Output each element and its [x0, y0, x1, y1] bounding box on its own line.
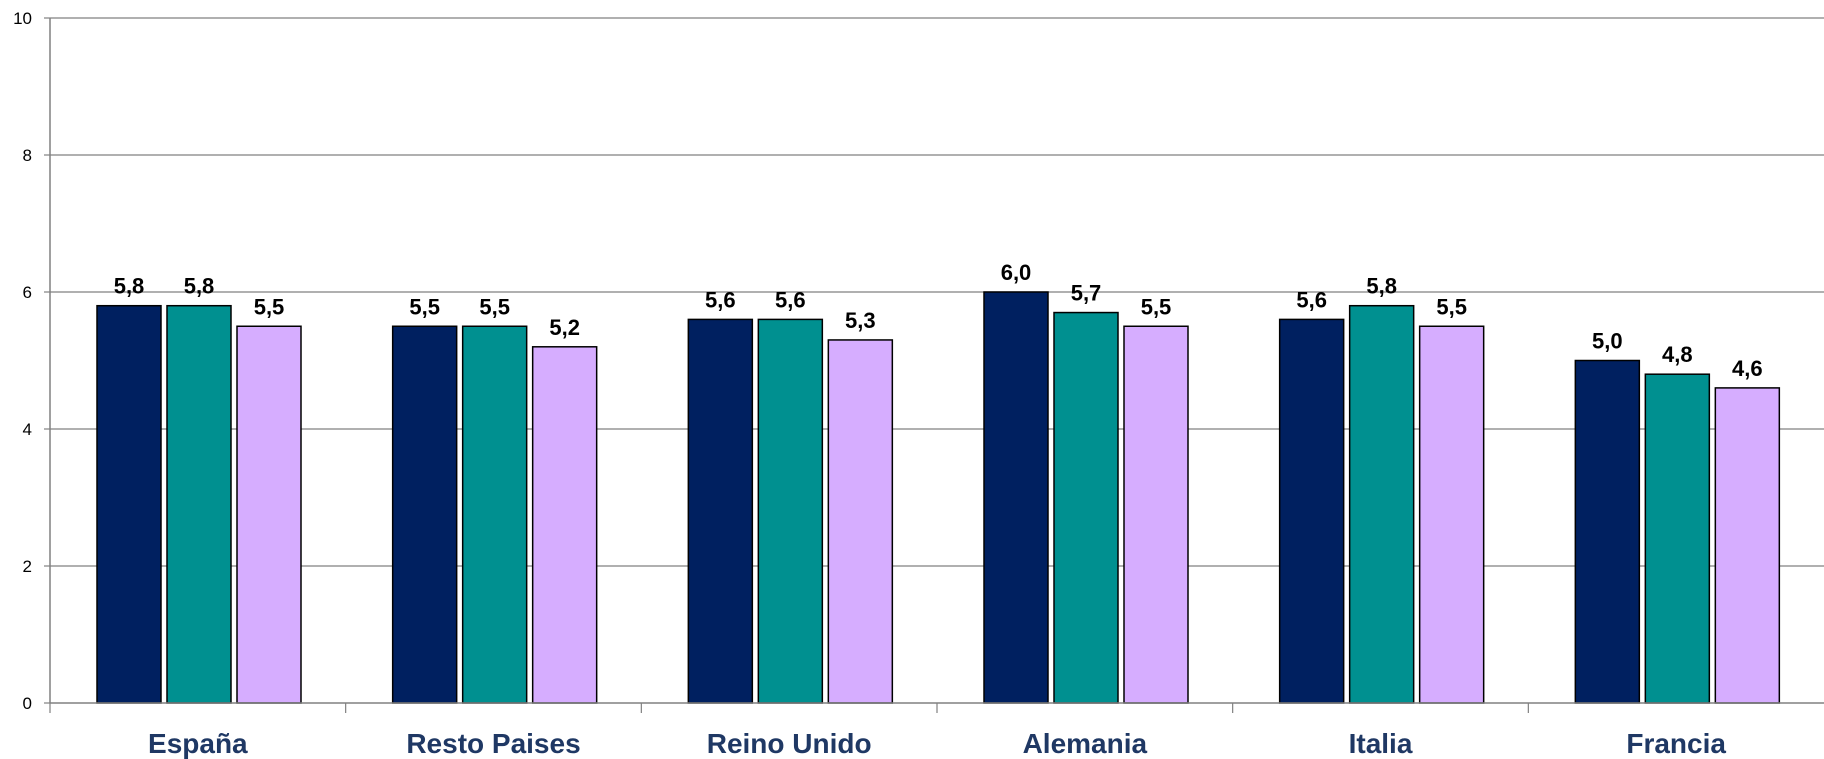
bar: [96, 304, 162, 704]
bar: [461, 325, 528, 704]
data-label: 5,6: [775, 287, 806, 312]
category-label: Francia: [1626, 728, 1726, 759]
data-label: 5,3: [845, 308, 876, 333]
data-label: 5,5: [1141, 294, 1172, 319]
bar: [1644, 373, 1711, 704]
bar: [166, 304, 232, 704]
data-labels: 5,8 5,8 5,5 5,5 5,5 5,2 5,6 5,6 5,3 6,0 5,7 5,5 5,6 5…: [114, 260, 1763, 381]
bar: [1053, 311, 1119, 704]
data-label: 5,5: [409, 294, 440, 319]
y-tick-label: 6: [23, 283, 32, 302]
gridlines: [50, 17, 1824, 567]
data-label: 5,8: [114, 274, 145, 299]
bar: [1278, 318, 1345, 704]
y-tick-label: 8: [23, 146, 32, 165]
bar: [531, 346, 598, 704]
bar: [687, 318, 754, 704]
data-label: 5,2: [549, 315, 580, 340]
category-label: Alemania: [1023, 728, 1148, 759]
category-label: España: [148, 728, 248, 759]
bar: [757, 318, 824, 704]
category-label: Italia: [1349, 728, 1413, 759]
data-label: 5,8: [1366, 274, 1397, 299]
y-tick-label: 2: [23, 557, 32, 576]
category-label: Resto Paises: [406, 728, 580, 759]
x-axis: España Resto Paises Reino Unido Alemania Ita…: [49, 702, 1824, 759]
data-label: 5,5: [254, 294, 285, 319]
y-tick-label: 4: [23, 420, 32, 439]
bar: [1123, 325, 1189, 704]
y-tick-label: 0: [23, 694, 32, 713]
y-tick-label: 10: [13, 9, 32, 28]
data-label: 5,8: [184, 274, 215, 299]
bar: [1574, 359, 1641, 704]
data-label: 5,0: [1592, 329, 1623, 354]
data-label: 5,5: [479, 294, 510, 319]
bar: [236, 325, 302, 704]
data-label: 5,6: [705, 287, 736, 312]
data-label: 5,6: [1296, 287, 1327, 312]
bar: [1714, 387, 1781, 704]
data-label: 5,7: [1071, 281, 1102, 306]
data-label: 4,6: [1732, 356, 1763, 381]
category-label: Reino Unido: [707, 728, 872, 759]
data-label: 6,0: [1001, 260, 1032, 285]
bar: [1348, 304, 1415, 704]
bar: [391, 325, 458, 704]
data-label: 4,8: [1662, 342, 1693, 367]
bars: [96, 291, 1781, 704]
y-axis: 0 2 4 6 8 10: [13, 9, 51, 713]
bar: [983, 291, 1049, 704]
bar: [827, 339, 894, 704]
bar: [1418, 325, 1485, 704]
data-label: 5,5: [1436, 294, 1467, 319]
